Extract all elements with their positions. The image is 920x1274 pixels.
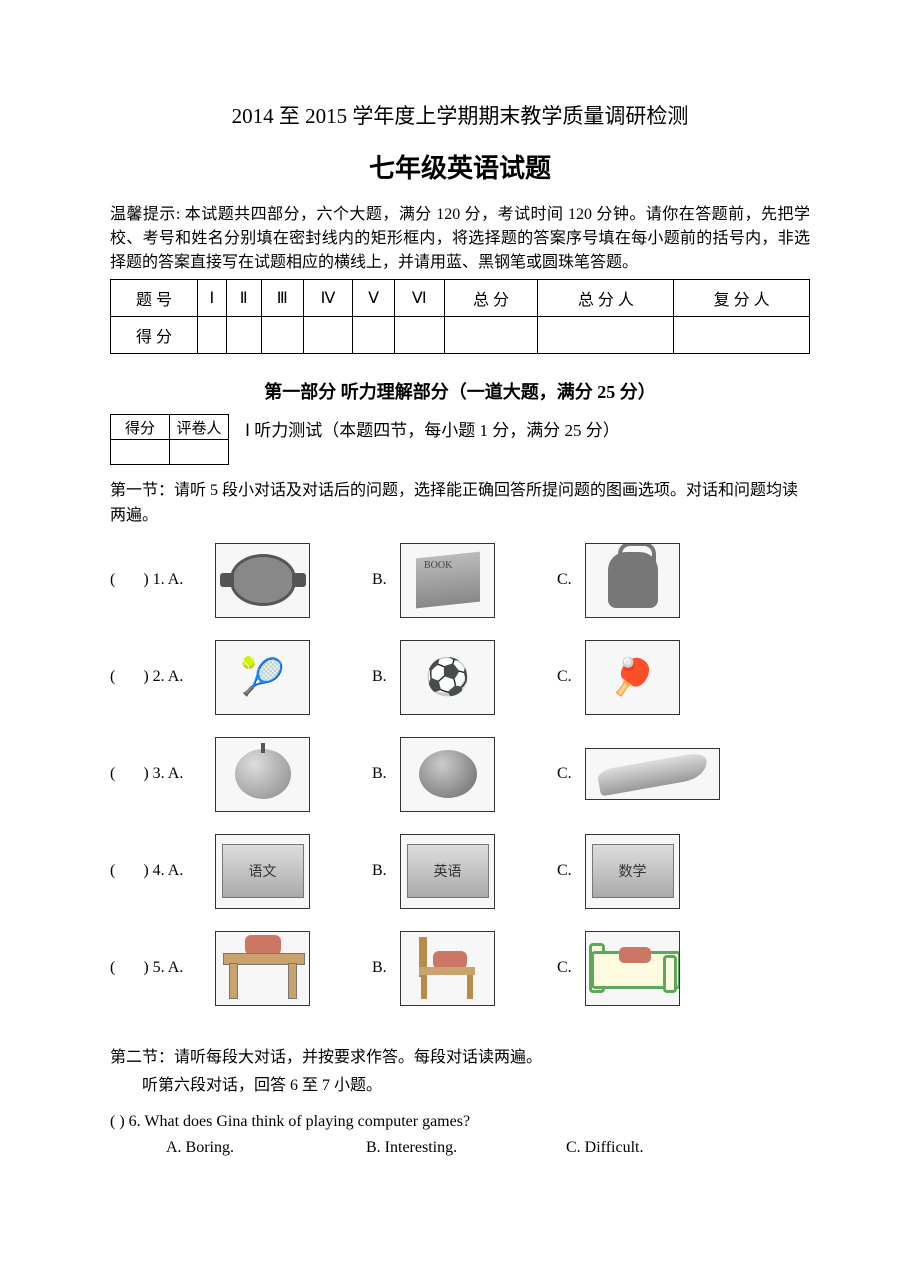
score-col: 复 分 人 <box>674 280 810 317</box>
q4-label-b: B. <box>372 862 400 880</box>
table-icon <box>223 939 303 997</box>
picture-question-2: ( ) 2. A. 🎾 B. ⚽ C. 🏓 <box>110 640 810 715</box>
watch-icon <box>230 554 296 606</box>
q3-option-c-image <box>585 748 720 800</box>
q6-option-b: B. Interesting. <box>366 1139 566 1157</box>
math-book-icon: 数学 <box>592 844 674 898</box>
soccer-icon: ⚽ <box>425 656 470 698</box>
q5-option-c-image <box>585 931 680 1006</box>
q6-options: A. Boring. B. Interesting. C. Difficult. <box>110 1139 810 1157</box>
score-cell[interactable] <box>444 317 538 354</box>
score-table-data-row: 得 分 <box>111 317 810 354</box>
q4-option-b-image: 英语 <box>400 834 495 909</box>
grader-blank[interactable] <box>111 440 170 465</box>
q5-label[interactable]: ( ) 5. A. <box>110 959 215 977</box>
q3-option-a-image <box>215 737 310 812</box>
book-label: BOOK <box>424 560 452 571</box>
english-book-icon: 英语 <box>407 844 489 898</box>
score-table: 题 号 Ⅰ Ⅱ Ⅲ Ⅳ Ⅴ Ⅵ 总 分 总 分 人 复 分 人 得 分 <box>110 279 810 354</box>
grader-blank[interactable] <box>170 440 229 465</box>
q1-label-b: B. <box>372 571 400 589</box>
q2-option-a-image: 🎾 <box>215 640 310 715</box>
orange-icon <box>419 750 477 798</box>
q2-option-b-image: ⚽ <box>400 640 495 715</box>
score-col: Ⅰ <box>198 280 227 317</box>
score-cell[interactable] <box>674 317 810 354</box>
score-col: Ⅵ <box>394 280 444 317</box>
picture-question-5: ( ) 5. A. B. C. <box>110 931 810 1006</box>
instructions-text: 温馨提示: 本试题共四部分，六个大题，满分 120 分，考试时间 120 分钟。… <box>110 203 810 275</box>
score-cell[interactable] <box>394 317 444 354</box>
score-col: Ⅲ <box>261 280 303 317</box>
q2-label[interactable]: ( ) 2. A. <box>110 668 215 686</box>
grader-cell-grader: 评卷人 <box>170 415 229 440</box>
score-col: Ⅳ <box>303 280 353 317</box>
q4-option-c-image: 数学 <box>585 834 680 909</box>
exam-page: 2014 至 2015 学年度上学期期末教学质量调研检测 七年级英语试题 温馨提… <box>0 0 920 1231</box>
listening-sub-instruction: Ⅰ 听力测试（本题四节，每小题 1 分，满分 25 分） <box>245 414 620 441</box>
q3-label-b: B. <box>372 765 400 783</box>
q3-option-b-image <box>400 737 495 812</box>
backpack-icon <box>608 552 658 608</box>
picture-question-3: ( ) 3. A. B. C. <box>110 737 810 812</box>
q5-label-c: C. <box>557 959 585 977</box>
score-col: Ⅱ <box>226 280 261 317</box>
q4-option-a-image: 语文 <box>215 834 310 909</box>
score-cell[interactable] <box>538 317 674 354</box>
q4-label-c: C. <box>557 862 585 880</box>
pingpong-icon: 🏓 <box>610 656 655 698</box>
q6-stem[interactable]: ( ) 6. What does Gina think of playing c… <box>110 1113 810 1131</box>
score-cell[interactable] <box>303 317 353 354</box>
q4-label[interactable]: ( ) 4. A. <box>110 862 215 880</box>
q5-option-b-image <box>400 931 495 1006</box>
bed-icon <box>591 941 675 995</box>
score-cell[interactable] <box>261 317 303 354</box>
q2-label-c: C. <box>557 668 585 686</box>
score-cell[interactable] <box>198 317 227 354</box>
score-col: 总 分 人 <box>538 280 674 317</box>
score-table-row2-label: 得 分 <box>111 317 198 354</box>
q1-label[interactable]: ( ) 1. A. <box>110 571 215 589</box>
score-table-header-row: 题 号 Ⅰ Ⅱ Ⅲ Ⅳ Ⅴ Ⅵ 总 分 总 分 人 复 分 人 <box>111 280 810 317</box>
section2-intro-line1: 第二节：请听每段大对话，并按要求作答。每段对话读两遍。 <box>110 1046 810 1071</box>
grader-row: 得分 评卷人 Ⅰ 听力测试（本题四节，每小题 1 分，满分 25 分） <box>110 414 810 465</box>
score-col: 总 分 <box>444 280 538 317</box>
q1-option-c-image <box>585 543 680 618</box>
score-col: Ⅴ <box>353 280 395 317</box>
part1-title: 第一部分 听力理解部分（一道大题，满分 25 分） <box>110 378 810 404</box>
grader-cell-score: 得分 <box>111 415 170 440</box>
section1-intro: 第一节：请听 5 段小对话及对话后的问题，选择能正确回答所提问题的图画选项。对话… <box>110 479 810 529</box>
q2-label-b: B. <box>372 668 400 686</box>
q6-option-c: C. Difficult. <box>566 1139 766 1157</box>
section2-intro-line2: 听第六段对话，回答 6 至 7 小题。 <box>110 1074 810 1099</box>
apple-icon <box>235 749 291 799</box>
page-title-2: 七年级英语试题 <box>110 148 810 185</box>
q1-option-b-image: BOOK <box>400 543 495 618</box>
banana-icon <box>596 752 709 797</box>
page-title-1: 2014 至 2015 学年度上学期期末教学质量调研检测 <box>110 100 810 130</box>
score-cell[interactable] <box>226 317 261 354</box>
chair-icon <box>413 937 483 999</box>
q3-label[interactable]: ( ) 3. A. <box>110 765 215 783</box>
q5-label-b: B. <box>372 959 400 977</box>
picture-question-1: ( ) 1. A. B. BOOK C. <box>110 543 810 618</box>
q6-option-a: A. Boring. <box>166 1139 366 1157</box>
q1-label-c: C. <box>557 571 585 589</box>
picture-question-4: ( ) 4. A. 语文 B. 英语 C. 数学 <box>110 834 810 909</box>
grader-table: 得分 评卷人 <box>110 414 229 465</box>
q5-option-a-image <box>215 931 310 1006</box>
score-table-row1-label: 题 号 <box>111 280 198 317</box>
q1-option-a-image <box>215 543 310 618</box>
chinese-book-icon: 语文 <box>222 844 304 898</box>
q2-option-c-image: 🏓 <box>585 640 680 715</box>
tennis-icon: 🎾 <box>240 656 285 698</box>
q3-label-c: C. <box>557 765 585 783</box>
score-cell[interactable] <box>353 317 395 354</box>
book-icon: BOOK <box>416 552 480 609</box>
